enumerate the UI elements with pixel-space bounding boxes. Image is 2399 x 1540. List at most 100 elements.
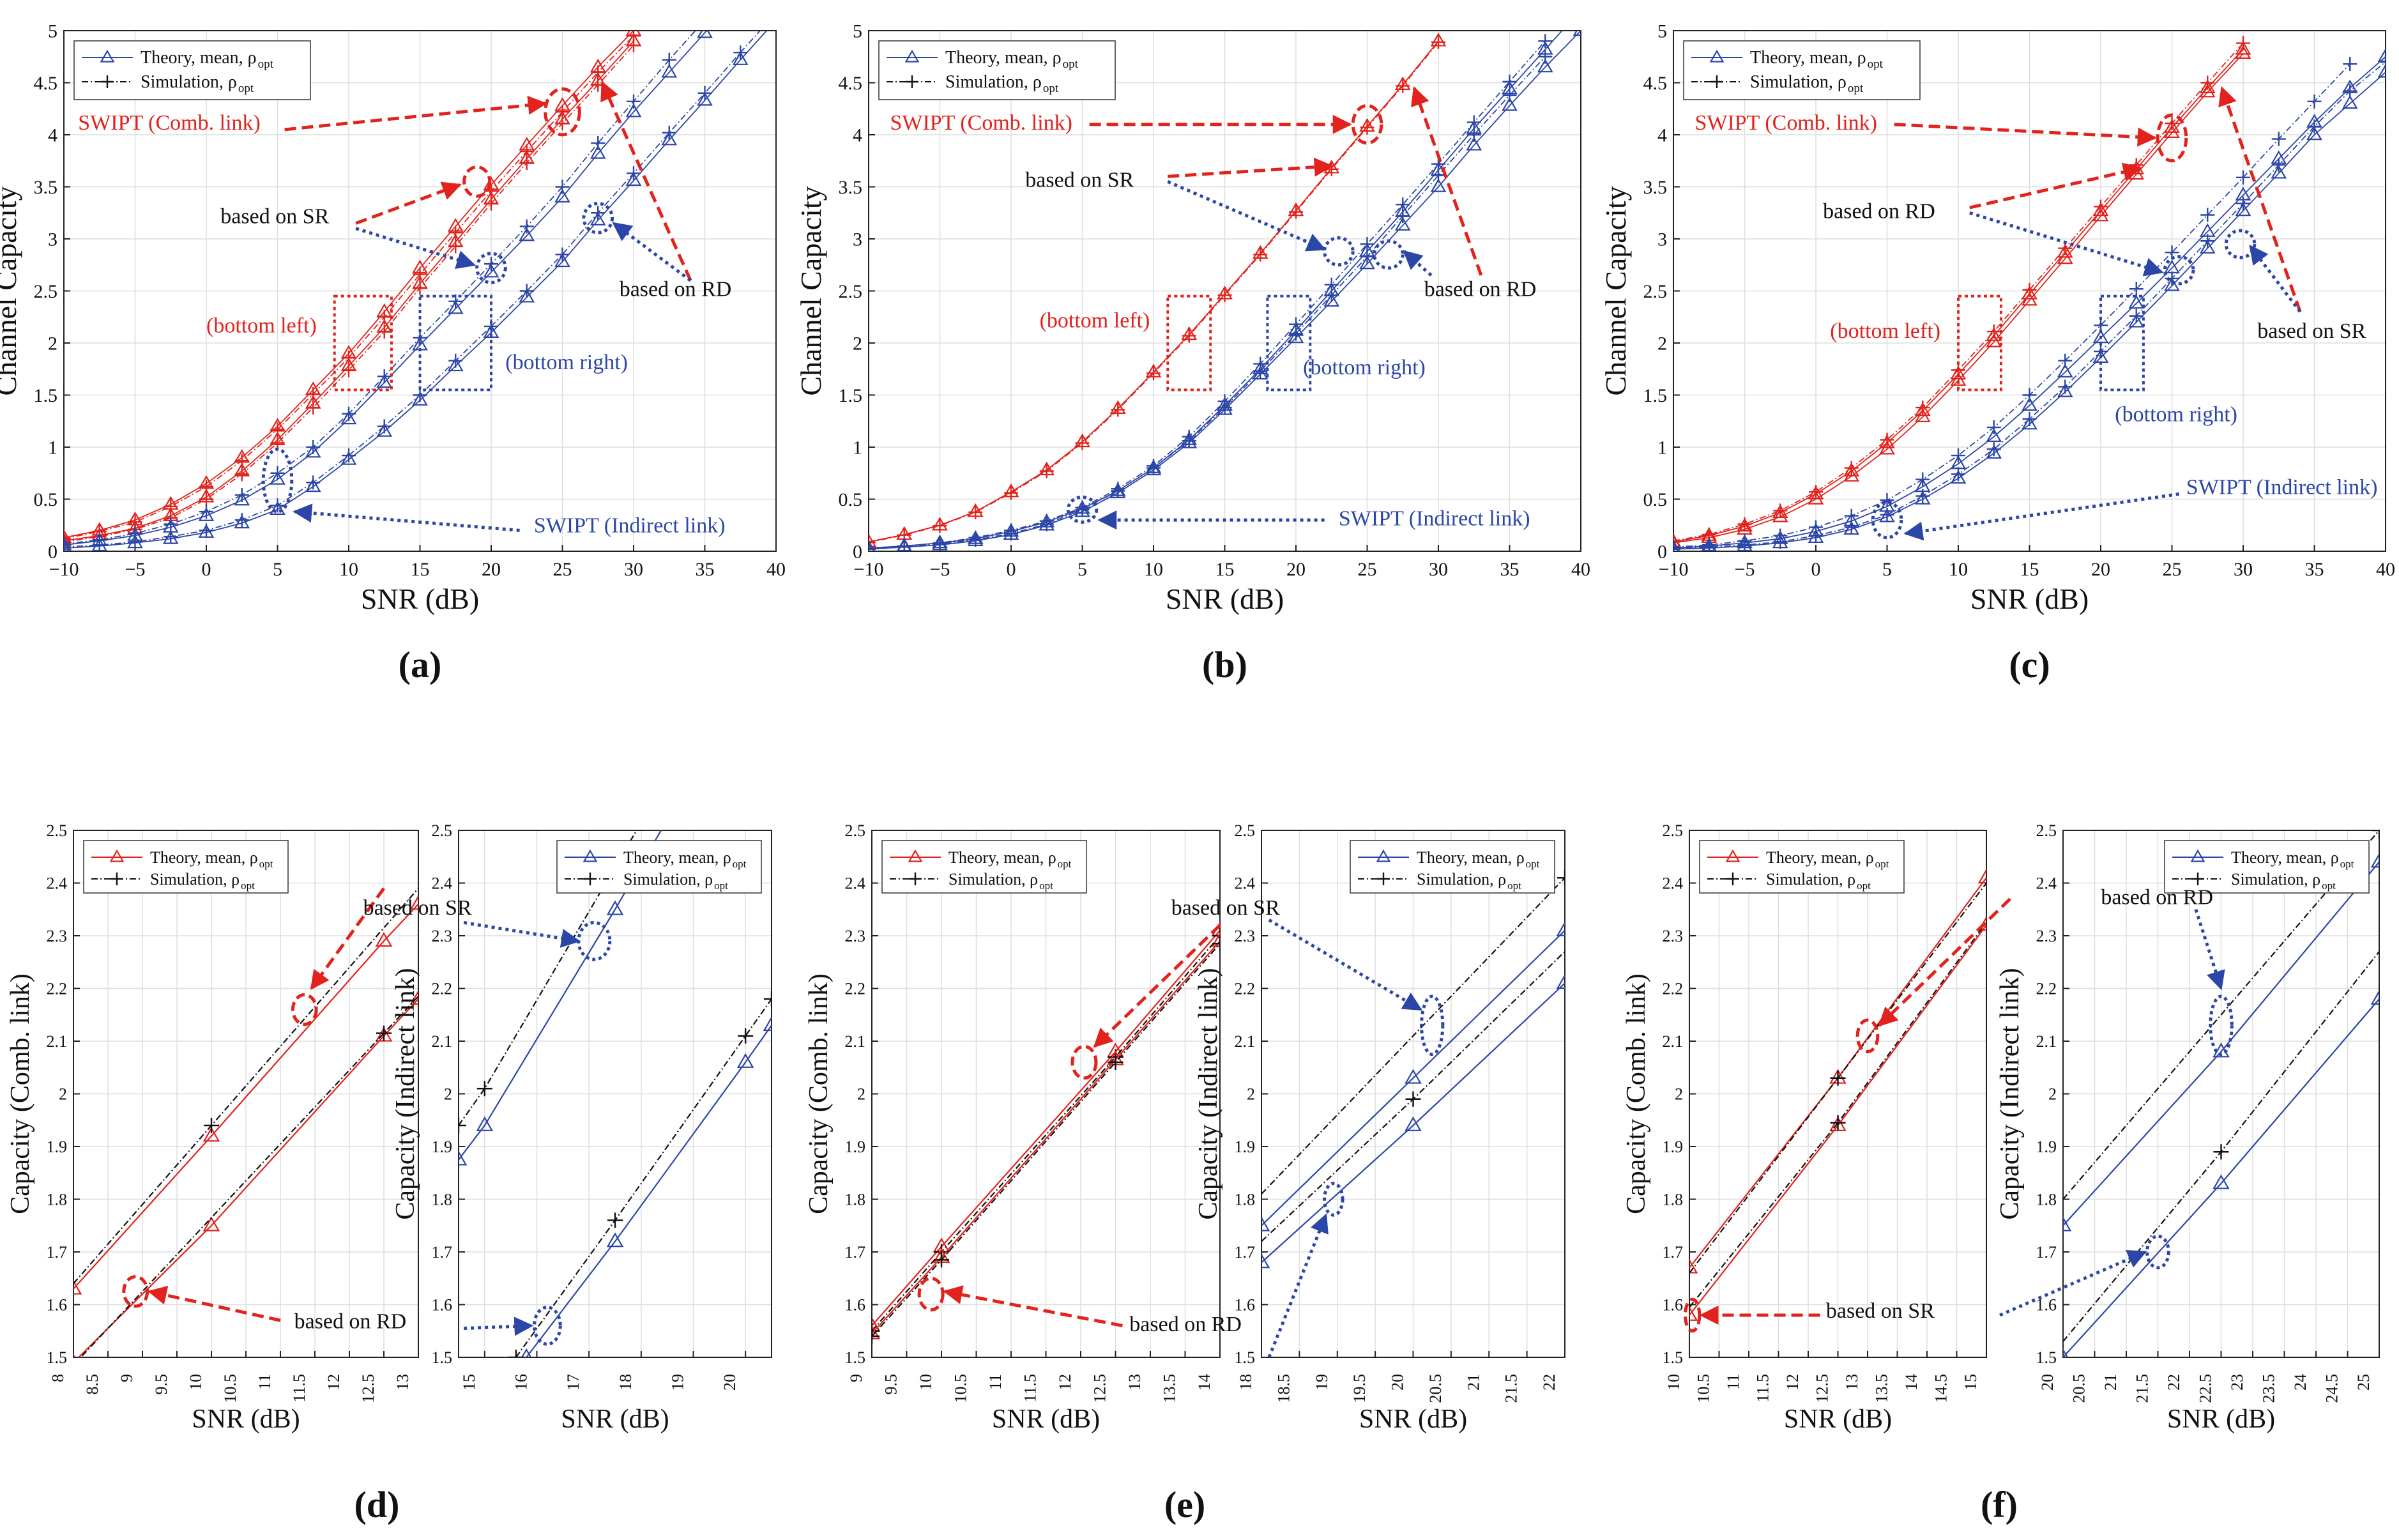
- y-tick-label: 0.5: [1643, 489, 1668, 510]
- annotation-label: SWIPT (Indirect link): [2186, 475, 2378, 499]
- legend-subscript: opt: [241, 880, 255, 892]
- y-tick-label: 1.6: [47, 1296, 68, 1315]
- theory-marker: [1394, 203, 1411, 217]
- x-tick-label: 10: [1664, 1374, 1683, 1391]
- y-tick-label: 1.9: [845, 1138, 866, 1156]
- y-tick-label: 1.5: [839, 385, 863, 406]
- theory-marker: [412, 392, 428, 406]
- theory-marker: [2212, 1174, 2230, 1189]
- theory-marker: [198, 507, 215, 521]
- annotation-label: (bottom right): [505, 351, 628, 374]
- y-tick-label: 1.6: [845, 1296, 866, 1315]
- y-tick-label: 1.9: [1235, 1138, 1256, 1156]
- simulation-marker: [1289, 204, 1303, 219]
- series-sim-line: [2063, 830, 2379, 1200]
- x-tick-label: 24: [2291, 1374, 2310, 1391]
- panel-label-c: (c): [2009, 644, 2050, 685]
- theory-marker: [476, 1116, 494, 1131]
- theory-marker: [1394, 217, 1411, 231]
- series-sim-line: [1261, 877, 1565, 1195]
- simulation-marker: [234, 487, 249, 502]
- annotation-label: (bottom right): [2115, 402, 2237, 426]
- y-tick-label: 1.8: [2036, 1191, 2057, 1209]
- panel-c: −10 −5 0 5 10 15 20 25 30 35 40 0 0.5 1 1.5 2 2.5 3 3.5 4 4.…: [1599, 21, 2395, 686]
- legend-subscript: opt: [1526, 858, 1540, 870]
- y-axis-label: Capacity (Comb. link): [1622, 973, 1651, 1214]
- x-tick-label: 8.5: [83, 1374, 102, 1395]
- y-tick-label: 2.4: [845, 874, 866, 893]
- annotation-label: based on RD: [620, 278, 732, 301]
- theory-marker: [64, 532, 72, 546]
- y-tick-label: 2.3: [47, 927, 68, 945]
- simulation-marker: [1951, 467, 1965, 482]
- theory-marker: [1261, 1253, 1270, 1269]
- x-tick-label: 15: [460, 1374, 478, 1391]
- highlight-ellipse: [582, 202, 614, 234]
- x-axis-label: SNR (dB): [1359, 1405, 1467, 1434]
- simulation-marker: [2129, 282, 2144, 296]
- y-tick-label: 2.3: [432, 927, 453, 945]
- theory-marker: [1574, 3, 1588, 14]
- x-tick-label: 10: [917, 1374, 935, 1391]
- simulation-marker: [2343, 57, 2357, 72]
- y-tick-label: 2.2: [47, 980, 68, 998]
- simulation-marker: [933, 535, 947, 550]
- y-tick-label: 2: [853, 333, 862, 355]
- y-tick-label: 2: [857, 1085, 865, 1104]
- simulation-marker: [2236, 170, 2250, 185]
- y-tick-label: 1.9: [47, 1138, 68, 1156]
- simulation-marker: [1466, 115, 1481, 130]
- highlight-ellipse: [1871, 500, 1903, 540]
- annotation-arrow: [1267, 1213, 1329, 1358]
- simulation-marker: [555, 179, 570, 194]
- x-axis-label: SNR (dB): [561, 1405, 669, 1434]
- simulation-marker: [1702, 540, 1716, 551]
- x-tick-label: 30: [2234, 559, 2253, 580]
- simulation-marker: [484, 196, 498, 211]
- legend-subscript: opt: [1507, 880, 1521, 892]
- x-tick-label: 9.5: [152, 1374, 171, 1395]
- theory-marker: [1986, 333, 2002, 347]
- y-tick-label: 2.3: [845, 927, 866, 945]
- y-tick-label: 1.7: [1663, 1243, 1684, 1262]
- simulation-marker: [1396, 197, 1410, 212]
- y-tick-label: 2.1: [1235, 1032, 1256, 1051]
- theory-marker: [270, 501, 286, 515]
- series-theory-line: [1673, 53, 2244, 544]
- x-tick-label: −10: [49, 559, 79, 580]
- series-theory-line: [1261, 929, 1565, 1226]
- y-tick-label: 2: [2048, 1085, 2057, 1104]
- x-tick-label: −10: [854, 559, 884, 580]
- series-group: [872, 921, 1220, 1344]
- y-tick-label: 2: [444, 1085, 452, 1104]
- series-group: [869, 3, 1588, 551]
- y-axis-label: Capacity (Comb. link): [6, 973, 35, 1214]
- simulation-marker: [199, 523, 213, 538]
- theory-marker: [2377, 63, 2386, 78]
- simulation-marker: [1673, 540, 1680, 551]
- simulation-marker: [64, 531, 71, 546]
- series-sim-line: [872, 943, 1220, 1337]
- series-group: [1689, 869, 1986, 1321]
- theory-marker: [305, 443, 321, 458]
- zoom-region-box: [333, 294, 393, 392]
- theory-marker: [1466, 120, 1482, 134]
- annotation-arrow: [612, 222, 692, 282]
- simulation-marker: [2022, 411, 2037, 426]
- simulation-marker: [448, 353, 463, 368]
- theory-marker: [590, 211, 606, 225]
- legend-subscript: opt: [2322, 880, 2336, 892]
- x-tick-label: 12: [324, 1374, 343, 1391]
- legend-box: [73, 40, 311, 100]
- y-tick-label: 0.5: [839, 489, 863, 510]
- theory-marker: [202, 1127, 220, 1142]
- x-tick-label: 13: [1843, 1374, 1861, 1391]
- simulation-marker: [909, 873, 922, 885]
- highlight-ellipse: [532, 1306, 562, 1346]
- y-tick-label: 2.1: [432, 1032, 453, 1051]
- theory-marker: [1376, 849, 1391, 862]
- theory-marker: [109, 849, 125, 862]
- annotation-label: based on SR: [2257, 319, 2366, 343]
- legend-simulation-label: Simulation, ρ: [945, 72, 1042, 92]
